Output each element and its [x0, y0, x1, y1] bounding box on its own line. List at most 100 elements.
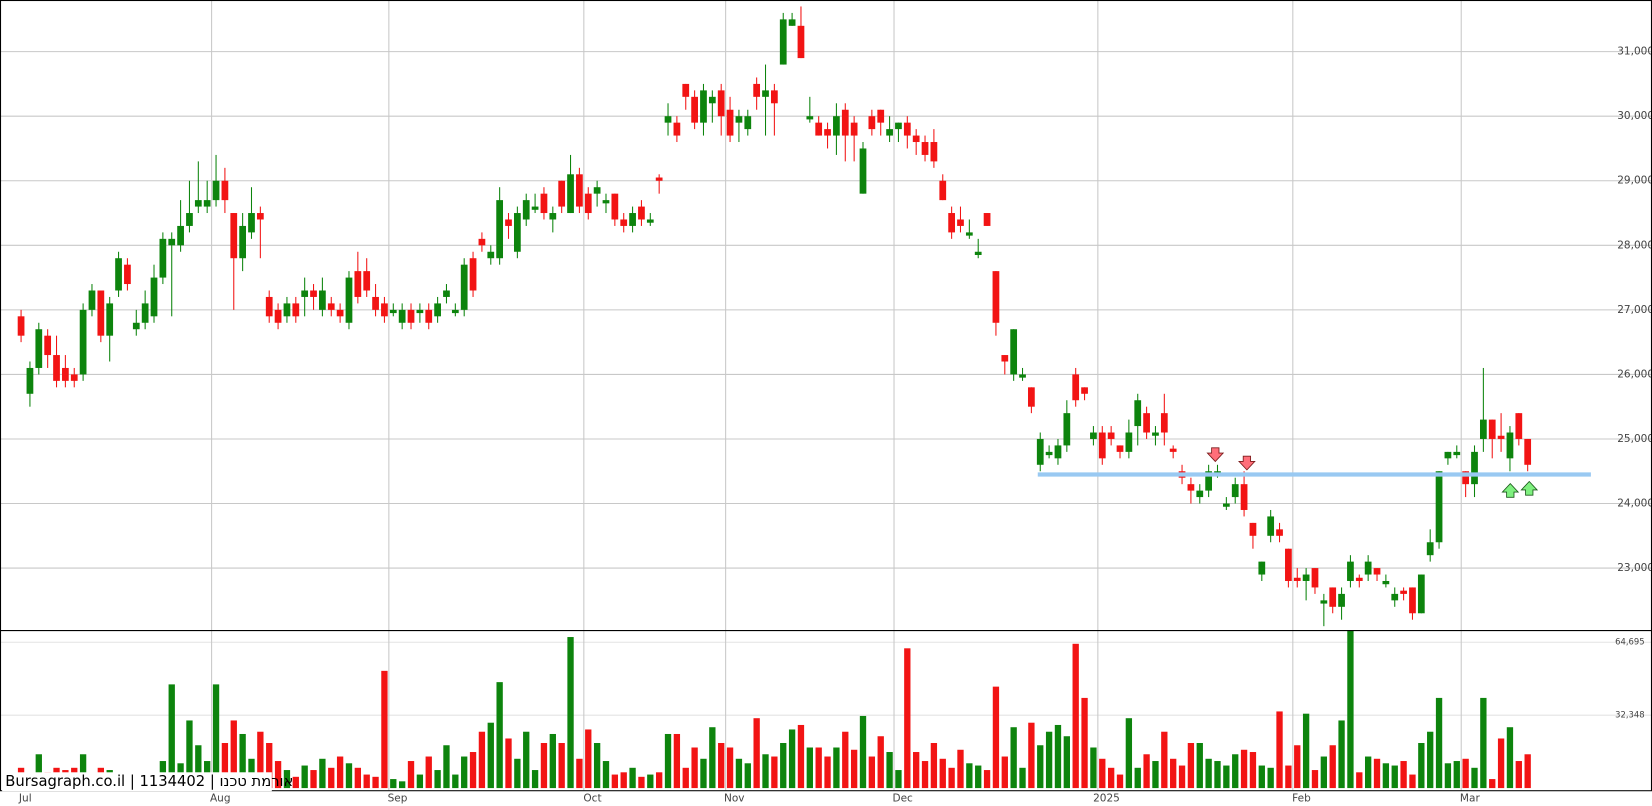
candle-body [203, 200, 211, 207]
volume-bar [1418, 742, 1425, 789]
volume-tick-label: 32,348 [1615, 710, 1644, 720]
volume-bar [1152, 761, 1159, 789]
volume-bar [434, 770, 441, 789]
candle-body [1311, 568, 1319, 588]
candle-body [779, 19, 787, 65]
candle-body [1497, 435, 1505, 439]
volume-bar [549, 733, 556, 789]
volume-bar [1232, 754, 1239, 789]
volume-bar [735, 758, 743, 789]
volume-bar [363, 774, 370, 789]
candle-body [310, 290, 317, 297]
x-tick-label: 2025 [1093, 793, 1120, 805]
candle-body [629, 213, 636, 226]
volume-bar [496, 682, 503, 789]
volume-bar [780, 742, 787, 789]
volume-bar [292, 776, 299, 789]
candle-body [1515, 413, 1523, 439]
candle-body [168, 238, 176, 246]
candle-body [833, 116, 840, 136]
candle-body [1267, 516, 1275, 536]
candle-body [1231, 484, 1239, 498]
candle-body [283, 303, 291, 317]
volume-bar [1081, 697, 1088, 789]
candle-body [726, 109, 734, 136]
volume-bar [913, 752, 920, 789]
x-tick-label: Mar [1460, 793, 1481, 805]
candle-body [753, 83, 761, 97]
candle-body [1479, 419, 1487, 439]
volume-bar [1258, 765, 1265, 789]
volume-bar [1223, 765, 1230, 789]
volume-bar [1294, 745, 1301, 789]
candle-body [549, 213, 557, 220]
volume-bar [602, 761, 610, 789]
candle-body [451, 309, 459, 314]
volume-bar [975, 765, 982, 789]
y-tick-label: 27,000 [1617, 304, 1652, 316]
signal-arrows [1206, 447, 1539, 498]
candle-body [230, 213, 238, 259]
candle-body [895, 122, 902, 130]
y-tick-label: 24,000 [1617, 498, 1652, 510]
candle-body [88, 290, 96, 310]
candle-body [17, 316, 25, 336]
candle-body [717, 90, 725, 117]
volume-bar [1489, 779, 1496, 789]
volume-bar [744, 763, 751, 789]
volume-bar [709, 727, 716, 789]
candle-body [177, 225, 184, 246]
volume-bar [1347, 630, 1354, 789]
candle-body [1285, 548, 1292, 581]
volume-bar [1099, 758, 1106, 789]
candle-body [682, 83, 690, 97]
volume-bar [771, 756, 778, 789]
volume-bar [682, 767, 689, 789]
candle-body [1134, 400, 1142, 427]
volume-bar [1356, 772, 1363, 789]
candle-body [868, 116, 876, 130]
watermark-box [2, 772, 272, 792]
candle-body [655, 177, 663, 181]
volume-bar [806, 747, 813, 789]
candle-body [939, 180, 947, 201]
volume-bar [1187, 742, 1195, 789]
candle-body [53, 355, 60, 381]
candle-body [1196, 490, 1204, 498]
candle-body [1240, 484, 1248, 510]
volume-bar [1400, 761, 1407, 789]
volume-bar [1302, 713, 1310, 789]
candle-body [646, 219, 654, 223]
candle-body [1081, 387, 1088, 394]
candle-body [948, 213, 955, 233]
volume-bar [1037, 745, 1044, 789]
volume-bar [664, 733, 672, 789]
candle-body [1355, 577, 1363, 581]
volume-bar [514, 758, 521, 789]
candle-body [1116, 445, 1124, 452]
candle-body [469, 258, 477, 291]
volume-bar [266, 742, 273, 789]
volume-bar [1143, 754, 1150, 789]
volume-bar [35, 754, 42, 789]
volume-bar [1373, 758, 1381, 789]
candle-body [70, 374, 78, 381]
volume-bar [452, 774, 459, 789]
candle-body [186, 213, 193, 226]
candle-body [1063, 413, 1071, 446]
volume-bar [540, 742, 548, 789]
volume-bar [1338, 720, 1345, 789]
volume-bar [1471, 767, 1478, 789]
volume-bar [593, 742, 601, 789]
candle-body [1426, 542, 1434, 556]
candle-body [576, 174, 583, 207]
volume-bar [930, 742, 938, 789]
volume-bar [718, 742, 725, 789]
volume-bar [354, 767, 362, 789]
x-tick-label: Aug [210, 793, 231, 805]
candle-body [1249, 522, 1257, 536]
x-tick-label: Dec [892, 793, 913, 805]
candle-body [1010, 329, 1018, 375]
volume-bar [1063, 736, 1070, 789]
